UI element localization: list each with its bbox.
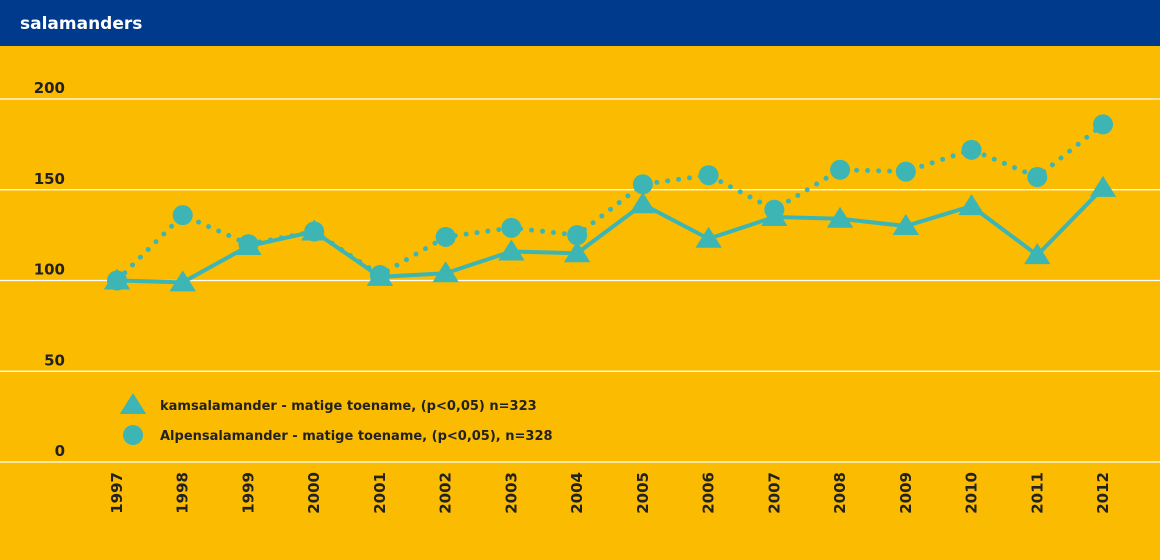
- x-tick-label: 2011: [1028, 472, 1046, 514]
- data-point: [698, 165, 719, 186]
- data-point: [632, 174, 653, 195]
- y-tick-label: 150: [34, 170, 65, 188]
- data-point: [895, 161, 916, 182]
- x-tick-label: 2001: [371, 472, 389, 514]
- x-tick-label: 2009: [897, 472, 915, 514]
- data-point: [892, 214, 919, 236]
- data-point: [498, 239, 525, 261]
- data-point: [1024, 243, 1051, 265]
- data-point: [435, 226, 456, 247]
- x-tick-label: 2002: [437, 472, 455, 514]
- x-tick-label: 2006: [700, 472, 718, 514]
- x-tick-label: 2004: [568, 472, 586, 514]
- data-point: [563, 241, 591, 263]
- x-tick-label: 1998: [174, 472, 192, 514]
- data-point: [1089, 175, 1117, 197]
- data-point: [958, 194, 985, 216]
- x-tick-label: 2007: [765, 472, 783, 514]
- legend-marker: [123, 425, 143, 445]
- data-point: [1093, 114, 1113, 135]
- data-point: [172, 205, 193, 226]
- y-tick-label: 0: [55, 442, 65, 460]
- x-tick-label: 1999: [239, 472, 257, 514]
- data-point: [961, 139, 982, 160]
- legend-label: Alpensalamander - matige toename, (p<0,0…: [160, 429, 553, 444]
- y-tick-label: 100: [34, 261, 65, 279]
- data-point: [826, 206, 854, 228]
- data-point: [238, 234, 259, 255]
- x-tick-label: 2008: [831, 472, 849, 514]
- data-point: [304, 221, 325, 242]
- data-point: [107, 270, 127, 291]
- data-point: [629, 192, 657, 214]
- data-point: [567, 225, 588, 246]
- x-tick-label: 1997: [108, 472, 126, 514]
- y-tick-label: 50: [44, 351, 65, 369]
- x-tick-label: 2005: [634, 472, 652, 514]
- x-tick-label: 2010: [963, 472, 981, 514]
- x-tick-label: 2000: [305, 472, 323, 514]
- data-point: [764, 199, 785, 220]
- x-tick-label: 2012: [1094, 472, 1112, 514]
- data-point: [695, 226, 722, 248]
- x-tick-label: 2003: [502, 472, 520, 514]
- data-point: [169, 270, 196, 292]
- data-point: [830, 159, 851, 180]
- series-line: [114, 121, 1106, 283]
- legend-marker: [119, 393, 147, 414]
- chart-title: salamanders: [20, 14, 142, 34]
- data-point: [432, 261, 459, 283]
- data-point: [501, 217, 522, 238]
- data-point: [1027, 167, 1048, 188]
- y-tick-label: 200: [34, 79, 65, 97]
- legend-label: kamsalamander - matige toename, (p<0,05)…: [160, 399, 537, 414]
- header-bar: [0, 0, 1160, 46]
- data-point: [369, 265, 390, 286]
